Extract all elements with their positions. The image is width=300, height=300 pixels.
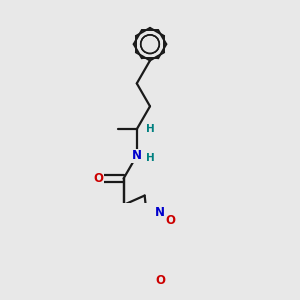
Text: N: N [155, 206, 165, 219]
Text: O: O [94, 172, 103, 185]
Text: O: O [155, 274, 165, 287]
Text: H: H [146, 124, 154, 134]
Text: N: N [132, 149, 142, 162]
Text: H: H [146, 153, 154, 163]
Text: O: O [166, 214, 176, 227]
